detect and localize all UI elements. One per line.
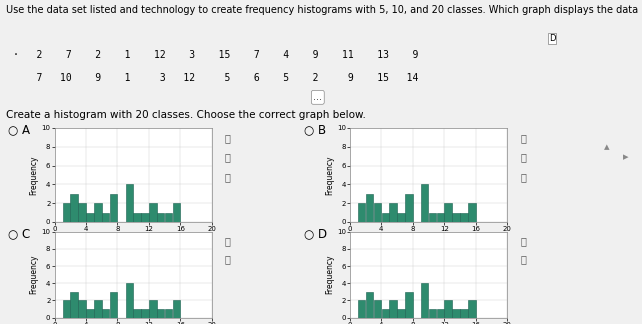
Bar <box>157 309 164 318</box>
Bar <box>134 213 141 222</box>
Bar <box>157 213 164 222</box>
Bar <box>429 213 436 222</box>
Bar <box>173 203 180 222</box>
Text: 7   10    9    1     3   12     5    6    5    2     9    15   14: 7 10 9 1 3 12 5 6 5 2 9 15 14 <box>13 73 418 83</box>
Y-axis label: Frequency: Frequency <box>30 255 39 294</box>
Text: 🔍: 🔍 <box>225 254 231 264</box>
Bar <box>468 203 476 222</box>
Text: ○ A: ○ A <box>8 123 30 136</box>
Text: Use the data set listed and technology to create frequency histograms with 5, 10: Use the data set listed and technology t… <box>6 5 642 15</box>
Text: 🔍: 🔍 <box>225 172 231 182</box>
Bar <box>381 309 389 318</box>
Bar <box>63 203 70 222</box>
Text: 🔍: 🔍 <box>520 237 526 247</box>
X-axis label: Data Value: Data Value <box>112 235 154 244</box>
Bar <box>165 309 172 318</box>
Bar <box>126 283 133 318</box>
Text: ○ B: ○ B <box>304 123 325 136</box>
Text: ·   2    7    2    1    12    3    15    7    4    9    11    13    9: · 2 7 2 1 12 3 15 7 4 9 11 13 9 <box>13 50 418 60</box>
Bar <box>366 292 373 318</box>
Bar <box>421 283 428 318</box>
Text: 🔍: 🔍 <box>520 133 526 143</box>
Bar <box>453 213 460 222</box>
Y-axis label: Frequency: Frequency <box>30 155 39 195</box>
Bar <box>358 300 365 318</box>
Text: ▸: ▸ <box>623 152 629 162</box>
Text: 🔍: 🔍 <box>225 237 231 247</box>
Bar <box>134 309 141 318</box>
Y-axis label: Frequency: Frequency <box>325 155 334 195</box>
Bar <box>366 194 373 222</box>
Bar <box>397 309 404 318</box>
Bar <box>86 213 94 222</box>
Text: Create a histogram with 20 classes. Choose the correct graph below.: Create a histogram with 20 classes. Choo… <box>6 110 367 120</box>
Bar <box>149 300 157 318</box>
Bar <box>429 309 436 318</box>
Bar <box>468 300 476 318</box>
Text: 🔍: 🔍 <box>520 152 526 162</box>
Bar <box>63 300 70 318</box>
Bar <box>390 300 397 318</box>
Bar <box>149 203 157 222</box>
Bar <box>444 300 452 318</box>
Bar <box>86 309 94 318</box>
Bar <box>94 203 101 222</box>
X-axis label: Data Value: Data Value <box>408 235 449 244</box>
Bar <box>94 300 101 318</box>
Bar <box>102 213 109 222</box>
Bar <box>78 300 86 318</box>
Bar <box>71 194 78 222</box>
Bar <box>437 309 444 318</box>
Bar <box>71 292 78 318</box>
Bar <box>405 194 413 222</box>
Bar <box>110 292 117 318</box>
Text: D: D <box>549 34 555 43</box>
Text: ...: ... <box>313 92 322 102</box>
Bar <box>173 300 180 318</box>
Bar <box>374 203 381 222</box>
Bar <box>460 213 467 222</box>
Bar <box>78 203 86 222</box>
Bar <box>141 213 149 222</box>
Y-axis label: Frequency: Frequency <box>325 255 334 294</box>
Bar <box>397 213 404 222</box>
Bar <box>102 309 109 318</box>
Bar <box>390 203 397 222</box>
Bar <box>437 213 444 222</box>
Text: ▴: ▴ <box>603 143 609 153</box>
Bar <box>460 309 467 318</box>
Text: 🔍: 🔍 <box>225 152 231 162</box>
Text: 🔍: 🔍 <box>520 254 526 264</box>
Bar <box>444 203 452 222</box>
Bar <box>110 194 117 222</box>
Bar <box>381 213 389 222</box>
Bar <box>358 203 365 222</box>
Text: ○ D: ○ D <box>304 227 327 240</box>
Text: 🔍: 🔍 <box>520 172 526 182</box>
Bar <box>165 213 172 222</box>
Bar <box>421 184 428 222</box>
Bar <box>374 300 381 318</box>
Bar <box>453 309 460 318</box>
Text: ○ C: ○ C <box>8 227 31 240</box>
Bar <box>405 292 413 318</box>
Text: 🔍: 🔍 <box>225 133 231 143</box>
Bar <box>141 309 149 318</box>
Bar <box>126 184 133 222</box>
